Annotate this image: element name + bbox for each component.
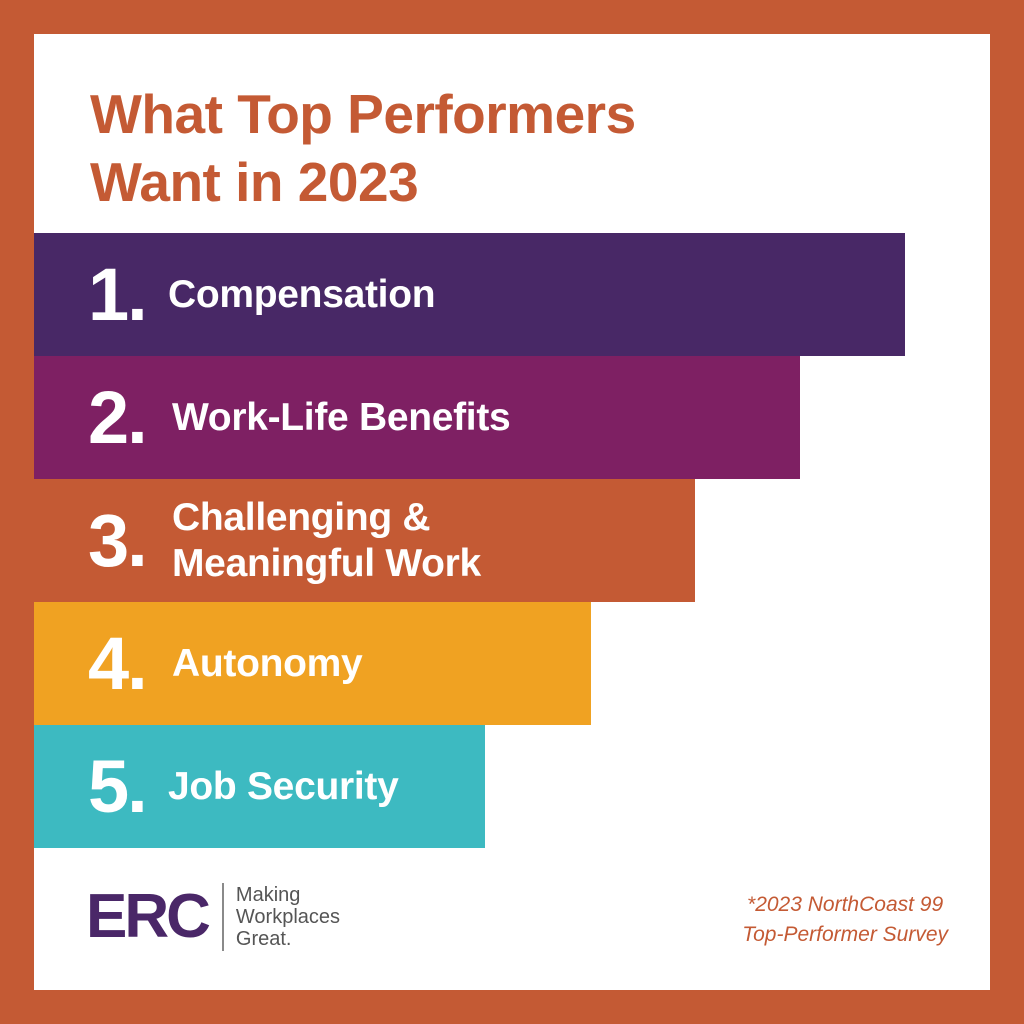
rank-label: Job Security	[168, 764, 399, 808]
infographic-card: What Top Performers Want in 2023 1. Comp…	[34, 34, 990, 990]
rank-number: 5.	[88, 744, 148, 828]
rank-bar-work-life-benefits: 2. Work-Life Benefits	[34, 356, 800, 479]
rank-bar-job-security: 5. Job Security	[34, 725, 485, 848]
logo-mark: ERC	[86, 882, 211, 951]
rank-number: 3.	[88, 498, 148, 582]
title-line-2: Want in 2023	[90, 151, 419, 213]
rank-bar-autonomy: 4. Autonomy	[34, 602, 591, 725]
rank-label: Compensation	[168, 272, 436, 316]
title-line-1: What Top Performers	[90, 83, 636, 145]
rank-bar-compensation: 1. Compensation	[34, 233, 905, 356]
rank-number: 1.	[88, 252, 148, 336]
rank-bar-challenging-meaningful-work: 3. Challenging & Meaningful Work	[34, 479, 695, 602]
source-note: *2023 NorthCoast 99 Top-Performer Survey	[742, 893, 948, 946]
logo-tagline: Making Workplaces Great.	[235, 884, 341, 950]
logo-divider	[221, 883, 224, 951]
rank-number: 2.	[88, 375, 148, 459]
page-title: What Top Performers Want in 2023	[90, 80, 636, 216]
rank-label: Work-Life Benefits	[172, 395, 511, 439]
rank-label: Autonomy	[172, 641, 363, 685]
rank-number: 4.	[88, 621, 148, 705]
erc-logo: ERC Making Workplaces Great.	[86, 882, 340, 952]
rank-label: Challenging & Meaningful Work	[172, 495, 481, 585]
